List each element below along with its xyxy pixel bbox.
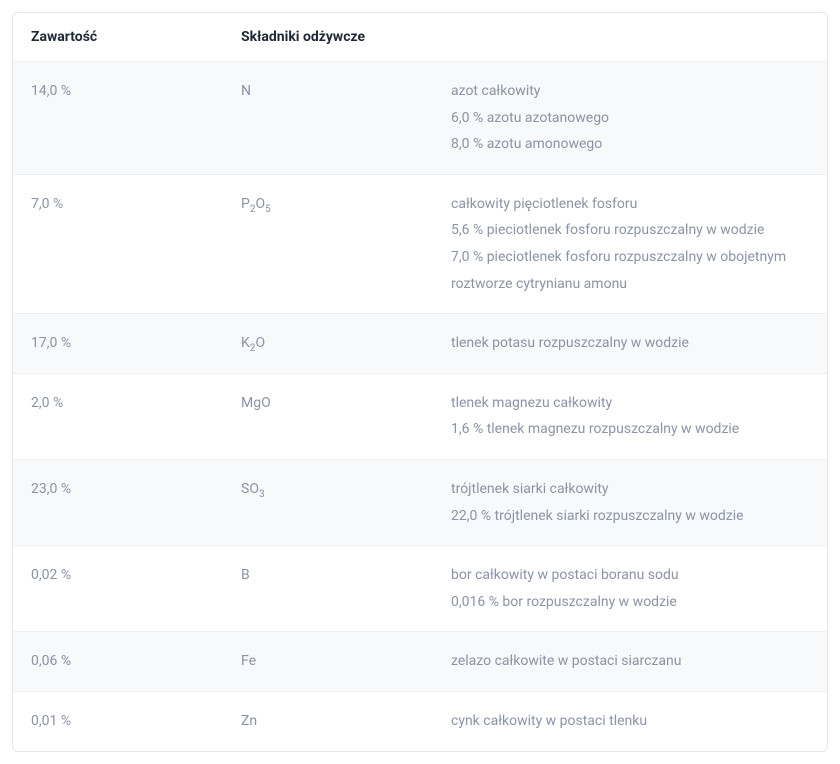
description-line: 1,6 % tlenek magnezu rozpuszczalny w wod… [451,416,809,443]
cell-description: bor całkowity w postaci boranu sodu0,016… [433,546,827,632]
table-row: 7,0 %P2O5całkowity pięciotlenek fosforu5… [13,174,827,313]
cell-formula: K2O [223,314,433,374]
table-row: 0,06 %Fe zelazo całkowite w postaci siarc… [13,632,827,692]
cell-formula: P2O5 [223,174,433,313]
table-header-row: Zawartość Składniki odżywcze [13,13,827,62]
cell-description: trójtlenek siarki całkowity22,0 % trójtl… [433,459,827,545]
cell-content: 14,0 % [13,62,223,175]
table-row: 14,0 %Nazot całkowity6,0 % azotu azotano… [13,62,827,175]
description-line: 8,0 % azotu amonowego [451,131,809,158]
cell-description: całkowity pięciotlenek fosforu5,6 % piec… [433,174,827,313]
cell-content: 0,06 % [13,632,223,692]
cell-description: tlenek potasu rozpuszczalny w wodzie [433,314,827,374]
description-line: 6,0 % azotu azotanowego [451,105,809,132]
header-content: Zawartość [13,13,223,62]
description-line: bor całkowity w postaci boranu sodu [451,562,809,589]
formula-subscript: 2 [250,204,256,215]
table-row: 0,01 %Zn cynk całkowity w postaci tlenku [13,691,827,750]
table-row: 0,02 %Bbor całkowity w postaci boranu so… [13,546,827,632]
header-empty [433,13,827,62]
cell-content: 17,0 % [13,314,223,374]
formula-subscript: 2 [250,343,256,354]
description-line: 7,0 % pieciotlenek fosforu rozpuszczalny… [451,244,809,297]
cell-description: cynk całkowity w postaci tlenku [433,691,827,750]
cell-formula: Fe [223,632,433,692]
cell-formula: Zn [223,691,433,750]
cell-formula: SO3 [223,459,433,545]
description-line: trójtlenek siarki całkowity [451,476,809,503]
nutrient-table-card: Zawartość Składniki odżywcze 14,0 %Nazot… [12,12,828,752]
cell-formula: MgO [223,373,433,459]
description-line: 5,6 % pieciotlenek fosforu rozpuszczalny… [451,217,809,244]
table-row: 23,0 %SO3trójtlenek siarki całkowity22,0… [13,459,827,545]
description-line: tlenek potasu rozpuszczalny w wodzie [451,330,809,357]
cell-description: tlenek magnezu całkowity1,6 % tlenek mag… [433,373,827,459]
cell-description: azot całkowity6,0 % azotu azotanowego8,0… [433,62,827,175]
description-line: azot całkowity [451,78,809,105]
cell-content: 0,01 % [13,691,223,750]
description-line: 0,016 % bor rozpuszczalny w wodzie [451,589,809,616]
formula-subscript: 3 [259,489,265,500]
header-components: Składniki odżywcze [223,13,433,62]
description-line: cynk całkowity w postaci tlenku [451,708,809,735]
cell-description: zelazo całkowite w postaci siarczanu [433,632,827,692]
cell-formula: N [223,62,433,175]
cell-content: 0,02 % [13,546,223,632]
table-row: 17,0 %K2O tlenek potasu rozpuszczalny w w… [13,314,827,374]
table-body: 14,0 %Nazot całkowity6,0 % azotu azotano… [13,62,827,751]
description-line: tlenek magnezu całkowity [451,390,809,417]
description-line: 22,0 % trójtlenek siarki rozpuszczalny w… [451,503,809,530]
cell-content: 7,0 % [13,174,223,313]
cell-formula: B [223,546,433,632]
table-row: 2,0 %MgOtlenek magnezu całkowity1,6 % tl… [13,373,827,459]
formula-subscript: 5 [265,204,271,215]
cell-content: 2,0 % [13,373,223,459]
description-line: całkowity pięciotlenek fosforu [451,191,809,218]
nutrient-table: Zawartość Składniki odżywcze 14,0 %Nazot… [13,13,827,751]
description-line: zelazo całkowite w postaci siarczanu [451,648,809,675]
cell-content: 23,0 % [13,459,223,545]
